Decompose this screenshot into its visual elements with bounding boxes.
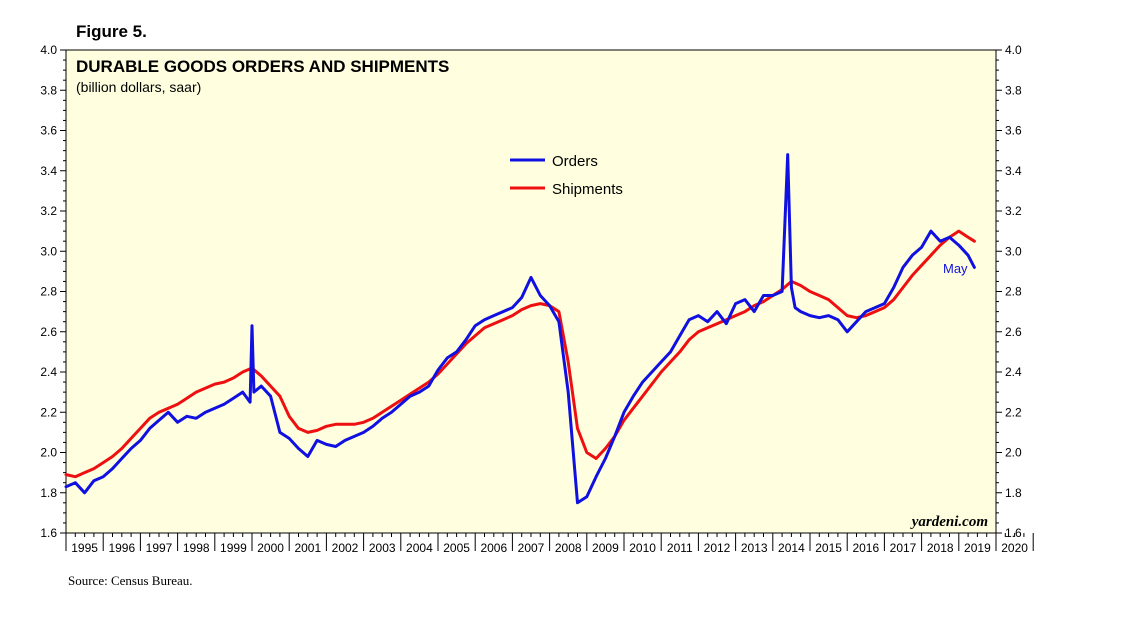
y-tick-label-right: 3.2 bbox=[1005, 204, 1022, 218]
x-tick-label: 2020 bbox=[1001, 541, 1028, 555]
y-tick-label-left: 1.8 bbox=[40, 486, 57, 500]
x-tick-label: 2000 bbox=[257, 541, 284, 555]
y-tick-label-right: 2.6 bbox=[1005, 325, 1022, 339]
y-tick-label-right: 3.8 bbox=[1005, 83, 1022, 97]
y-tick-label-left: 3.8 bbox=[40, 83, 57, 97]
x-tick-label: 2004 bbox=[406, 541, 433, 555]
y-tick-label-left: 4.0 bbox=[40, 43, 57, 57]
x-tick-label: 2015 bbox=[815, 541, 842, 555]
x-tick-label: 2013 bbox=[741, 541, 768, 555]
y-tick-label-right: 2.2 bbox=[1005, 405, 1022, 419]
legend-shipments-label: Shipments bbox=[552, 181, 623, 198]
x-tick-label: 1999 bbox=[220, 541, 247, 555]
x-tick-label: 2019 bbox=[964, 541, 991, 555]
y-tick-label-left: 3.6 bbox=[40, 124, 57, 138]
series-line-shipments bbox=[64, 229, 976, 479]
x-tick-label: 2018 bbox=[927, 541, 954, 555]
axes-layer: 1.6 1.6 1.8 1.8 2.0 2.0 2.2 2.2 2.4 2.4 2.6 2.6 2.8 2… bbox=[40, 43, 1034, 555]
x-tick-label: 2003 bbox=[369, 541, 396, 555]
y-tick-label-right: 1.8 bbox=[1005, 486, 1022, 500]
y-tick-label-left: 2.8 bbox=[40, 285, 57, 299]
x-tick-label: 2009 bbox=[592, 541, 619, 555]
x-tick-label: 1997 bbox=[146, 541, 173, 555]
x-tick-label: 1995 bbox=[71, 541, 98, 555]
y-tick-label-left: 3.0 bbox=[40, 244, 57, 258]
y-tick-label-left: 1.6 bbox=[40, 526, 57, 540]
y-tick-label-right: 3.0 bbox=[1005, 244, 1022, 258]
x-tick-label: 2011 bbox=[667, 541, 693, 555]
y-tick-label-right: 2.0 bbox=[1005, 446, 1022, 460]
series-line-orders bbox=[64, 153, 976, 505]
x-tick-label: 2002 bbox=[332, 541, 359, 555]
series-layer bbox=[64, 153, 976, 505]
y-tick-label-left: 2.6 bbox=[40, 325, 57, 339]
y-tick-label-left: 2.2 bbox=[40, 405, 57, 419]
y-tick-label-right: 3.6 bbox=[1005, 124, 1022, 138]
x-tick-label: 1996 bbox=[108, 541, 135, 555]
y-tick-label-left: 3.2 bbox=[40, 204, 57, 218]
plot-area bbox=[65, 49, 997, 534]
x-tick-label: 2007 bbox=[518, 541, 545, 555]
x-tick-label: 2016 bbox=[852, 541, 879, 555]
figure-label: Figure 5. bbox=[76, 22, 147, 41]
y-tick-label-left: 2.4 bbox=[40, 365, 57, 379]
latest-month-annotation: May bbox=[943, 261, 968, 276]
x-tick-label: 2012 bbox=[704, 541, 731, 555]
x-tick-label: 2001 bbox=[294, 541, 321, 555]
y-tick-label-right: 2.4 bbox=[1005, 365, 1022, 379]
y-tick-label-left: 2.0 bbox=[40, 446, 57, 460]
chart-subtitle: (billion dollars, saar) bbox=[76, 79, 201, 95]
x-tick-label: 1998 bbox=[183, 541, 210, 555]
watermark: yardeni.com bbox=[910, 514, 988, 530]
x-tick-label: 2008 bbox=[555, 541, 582, 555]
y-tick-label-left: 3.4 bbox=[40, 164, 57, 178]
x-tick-label: 2010 bbox=[629, 541, 656, 555]
x-tick-label: 2006 bbox=[480, 541, 507, 555]
x-tick-label: 2017 bbox=[890, 541, 917, 555]
legend: Orders Shipments bbox=[510, 153, 623, 198]
y-tick-label-right: 1.6 bbox=[1005, 526, 1022, 540]
y-tick-label-right: 4.0 bbox=[1005, 43, 1022, 57]
y-tick-label-right: 2.8 bbox=[1005, 285, 1022, 299]
source-note: Source: Census Bureau. bbox=[68, 573, 193, 588]
y-tick-label-right: 3.4 bbox=[1005, 164, 1022, 178]
x-tick-label: 2014 bbox=[778, 541, 805, 555]
legend-orders-label: Orders bbox=[552, 153, 598, 170]
chart-title: DURABLE GOODS ORDERS AND SHIPMENTS bbox=[76, 57, 449, 76]
x-tick-label: 2005 bbox=[443, 541, 470, 555]
